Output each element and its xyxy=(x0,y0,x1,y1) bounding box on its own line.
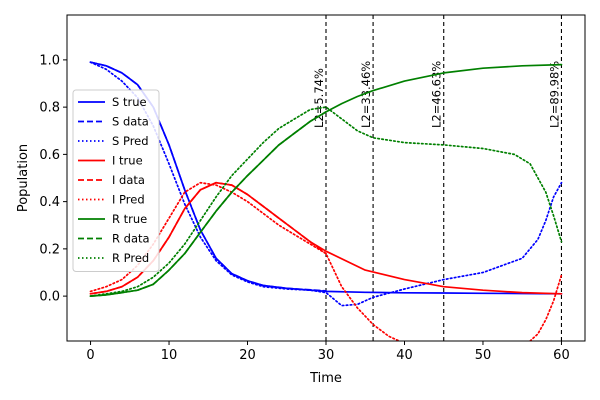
legend-box xyxy=(72,89,160,272)
x-tick-label-3: 30 xyxy=(318,348,335,363)
x-tick-label-4: 40 xyxy=(396,348,413,363)
annotation-lines: L2=5.74% L2=33.46% L2=46.63% L2=89.98% xyxy=(312,15,563,341)
series-line-i-data xyxy=(89,181,327,295)
annotation-label-3: L2=46.63% xyxy=(430,61,444,128)
annotation-label-2: L2=33.46% xyxy=(359,61,373,128)
series-line-r-data xyxy=(89,111,327,297)
axes: 0 10 20 30 40 50 60 0.0 0.2 0.4 0.6 0.8 1.0 xyxy=(39,14,586,363)
legend-label-2: S Pred xyxy=(112,134,149,148)
legend-label-1: S data xyxy=(112,115,149,129)
x-tick-label-6: 60 xyxy=(553,348,570,363)
y-tick-label-0: 0.0 xyxy=(39,290,60,305)
series-line-i-pred-end- xyxy=(529,274,563,341)
x-tick-label-5: 50 xyxy=(475,348,492,363)
x-axis-label: Time xyxy=(309,371,342,386)
y-tick-label-3: 0.6 xyxy=(39,148,60,163)
series-line-s-pred xyxy=(89,61,563,307)
legend-label-5: I Pred xyxy=(112,193,145,207)
y-tick-label-1: 0.2 xyxy=(39,242,60,257)
annotation-label-4: L2=89.98% xyxy=(547,61,561,128)
y-tick-label-5: 1.0 xyxy=(39,53,60,68)
legend-label-7: R data xyxy=(112,232,150,246)
series-line-r-pred xyxy=(89,106,563,297)
x-tick-label-2: 20 xyxy=(239,348,256,363)
legend-label-4: I data xyxy=(112,173,145,187)
y-tick-label-2: 0.4 xyxy=(39,195,60,210)
legend-label-0: S true xyxy=(112,95,147,109)
legend-label-8: R Pred xyxy=(112,251,149,265)
series-line-r-true xyxy=(89,63,563,297)
x-tick-label-0: 0 xyxy=(86,348,94,363)
series-layer xyxy=(89,61,563,341)
legend-label-6: R true xyxy=(112,212,147,226)
series-line-s-data xyxy=(89,61,327,292)
legend: S true S data S Pred I true I data I Pred R tr… xyxy=(72,89,160,272)
y-tick-label-4: 0.8 xyxy=(39,101,60,116)
legend-label-3: I true xyxy=(112,154,143,168)
y-axis-label: Population xyxy=(16,144,31,212)
x-tick-label-1: 10 xyxy=(161,348,178,363)
